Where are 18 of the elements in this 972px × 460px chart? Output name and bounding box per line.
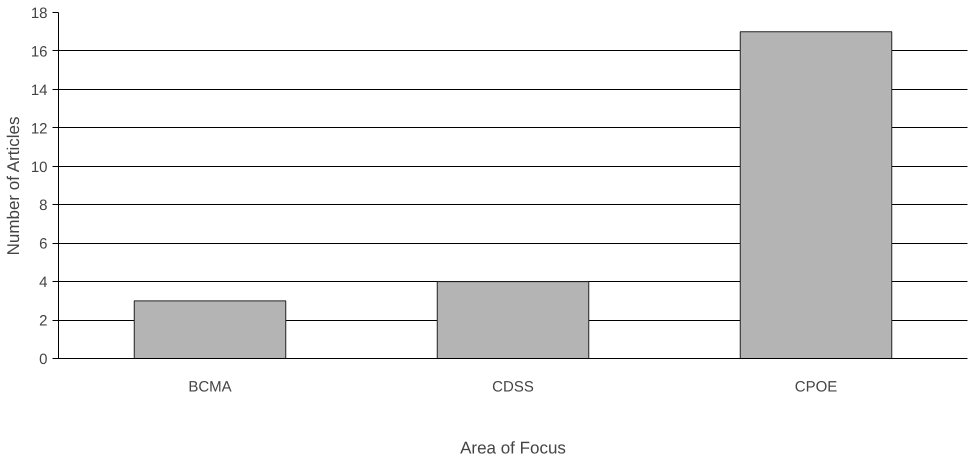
- y-tick-label: 16: [30, 43, 48, 60]
- bar: [134, 300, 286, 358]
- x-tick-label: CDSS: [492, 378, 534, 396]
- bar: [436, 281, 590, 358]
- y-tick-label: 10: [30, 158, 48, 176]
- y-tick-label: 18: [30, 5, 48, 22]
- x-tick-label: BCMA: [188, 378, 232, 396]
- x-axis-title: Area of Focus: [460, 438, 566, 458]
- x-tick-label: CPOE: [794, 378, 838, 396]
- y-tick-label: 0: [39, 351, 48, 368]
- y-tick-label: 2: [39, 312, 48, 330]
- y-tick-label: 8: [39, 197, 48, 214]
- y-tick-label: 12: [30, 120, 48, 138]
- bar: [740, 31, 892, 358]
- y-tick-label: 6: [39, 236, 48, 253]
- y-axis-title: Number of Articles: [4, 116, 23, 256]
- y-tick-label: 14: [30, 82, 48, 99]
- y-tick-label: 4: [39, 274, 48, 292]
